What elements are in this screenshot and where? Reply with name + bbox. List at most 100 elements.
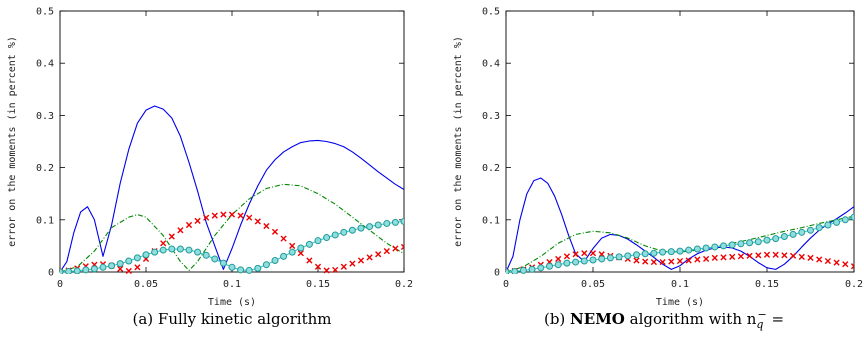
data-point-x [659, 258, 666, 266]
data-point-x [177, 227, 184, 234]
y-tick-label: 0.5 [482, 7, 500, 18]
data-point-circle [297, 244, 305, 252]
data-point-x [563, 253, 570, 260]
x-tick-label: 0 [503, 279, 509, 290]
data-point-x [125, 267, 132, 274]
data-point-circle [659, 248, 667, 256]
data-point-circle [219, 259, 227, 267]
data-point-circle [519, 266, 527, 274]
data-point-x [781, 252, 788, 259]
y-tick-label: 0.4 [482, 59, 500, 70]
y-axis-label: error on the moments (in percent %) [453, 36, 464, 247]
data-point-x [685, 257, 692, 264]
data-point-x [642, 258, 649, 265]
data-point-circle [850, 213, 854, 221]
data-point-x [203, 214, 210, 221]
data-point-x [289, 242, 296, 249]
data-point-circle [798, 228, 806, 236]
data-point-circle [693, 245, 701, 253]
data-point-x [555, 255, 562, 263]
y-tick-label: 0.1 [36, 215, 54, 226]
data-point-x [383, 248, 390, 255]
data-point-x [117, 265, 124, 272]
data-point-circle [254, 264, 262, 272]
series-line [506, 177, 854, 273]
data-point-circle [728, 241, 736, 249]
data-point-circle [676, 247, 684, 255]
panel-caption: (b) NEMO algorithm with nq− = [544, 308, 784, 331]
data-point-x [737, 253, 744, 260]
data-point-circle [383, 219, 391, 227]
data-point-circle [537, 264, 545, 272]
data-point-circle [511, 267, 519, 274]
data-point-circle [589, 256, 597, 264]
series-1 [60, 183, 404, 273]
y-tick-label: 0.2 [36, 163, 54, 174]
data-point-x [790, 252, 797, 259]
data-point-x [729, 253, 736, 260]
caption-part: q [756, 318, 763, 331]
caption-part: NEMO [570, 310, 625, 328]
data-point-x [185, 221, 193, 229]
data-point-x [816, 256, 823, 263]
data-point-circle [833, 218, 841, 226]
data-point-circle [563, 259, 571, 267]
data-point-x [581, 250, 588, 257]
data-point-x [668, 258, 675, 265]
x-axis-label: Time (s) [208, 297, 256, 308]
data-point-x [375, 251, 382, 258]
data-point-x [323, 267, 330, 274]
caption-part: algorithm with n [625, 310, 757, 328]
data-point-circle [711, 243, 719, 251]
data-point-x [297, 250, 304, 257]
data-point-circle [185, 246, 193, 254]
data-point-x [572, 251, 579, 258]
data-point-circle [90, 265, 98, 273]
data-point-x [650, 258, 657, 266]
data-point-circle [824, 221, 832, 229]
data-point-circle [633, 251, 640, 259]
data-point-circle [554, 261, 562, 269]
x-tick-label: 0.15 [306, 279, 330, 290]
data-point-circle [754, 238, 762, 246]
data-point-circle [746, 239, 754, 247]
panel-a: 0 0.1 0.2 0.3 0.4 0.5 0 0.05 0.1 0.15 0.2 Time (s) e… [7, 7, 413, 329]
data-point-circle [702, 244, 710, 252]
data-point-circle [789, 230, 797, 238]
y-tick-label: 0.5 [36, 7, 54, 18]
data-point-x [676, 257, 684, 265]
data-point-x [400, 243, 404, 251]
data-point-x [842, 261, 849, 268]
data-point-x [357, 257, 365, 264]
data-point-circle [262, 261, 270, 269]
data-point-circle [357, 224, 365, 232]
data-point-circle [228, 263, 236, 271]
x-tick-label: 0.2 [845, 279, 863, 290]
data-point-x [160, 240, 167, 247]
data-point-x [237, 212, 244, 219]
x-tick-label: 0.1 [671, 279, 689, 290]
data-point-circle [82, 266, 90, 274]
data-point-x [332, 266, 339, 274]
data-point-x [833, 259, 840, 266]
data-point-x [589, 250, 597, 257]
caption-part: (b) [544, 310, 570, 328]
x-tick-label: 0.05 [134, 279, 158, 290]
y-tick-label: 0 [48, 268, 54, 279]
data-point-circle [194, 248, 202, 256]
data-point-circle [807, 226, 814, 234]
data-point-circle [720, 242, 727, 250]
data-point-circle [60, 268, 64, 274]
data-point-circle [772, 235, 780, 243]
data-point-circle [323, 234, 331, 242]
y-tick-label: 0.3 [482, 111, 500, 122]
data-point-x [246, 214, 253, 221]
data-point-circle [667, 248, 675, 256]
data-point-x [392, 245, 399, 252]
data-point-circle [780, 233, 788, 241]
y-axis-label: error on the moments (in percent %) [7, 36, 18, 247]
y-tick-label: 0.4 [36, 59, 54, 70]
y-tick-label: 0.2 [482, 163, 500, 174]
series-line [60, 183, 404, 273]
